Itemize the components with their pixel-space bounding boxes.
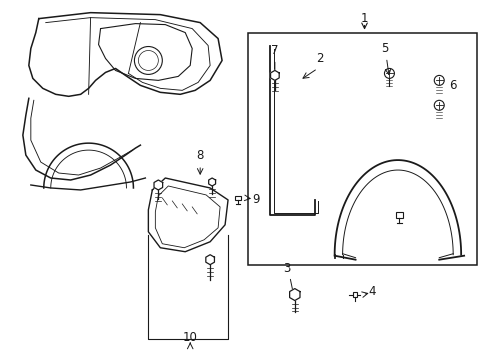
Text: 8: 8: [196, 149, 203, 162]
Text: 6: 6: [448, 79, 456, 92]
Text: 2: 2: [315, 53, 323, 66]
Text: 5: 5: [380, 42, 387, 55]
Bar: [247, 32, 476, 265]
Text: 1: 1: [360, 12, 367, 25]
Text: 7: 7: [270, 45, 278, 58]
Text: 4: 4: [368, 285, 375, 298]
Bar: [352, 292, 356, 297]
Polygon shape: [208, 178, 215, 186]
Polygon shape: [205, 255, 214, 265]
Polygon shape: [154, 180, 163, 190]
Bar: [235, 196, 240, 200]
Text: 3: 3: [283, 262, 290, 275]
Text: 10: 10: [183, 331, 197, 345]
Text: 9: 9: [252, 193, 259, 206]
Bar: [395, 212, 402, 217]
Polygon shape: [270, 71, 279, 80]
Polygon shape: [289, 289, 299, 301]
